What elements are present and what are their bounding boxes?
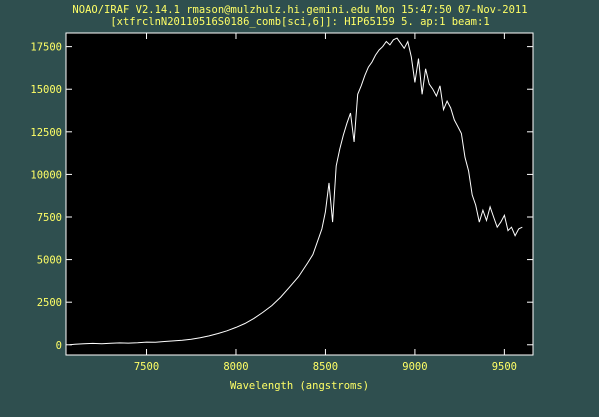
x-axis-label: Wavelength (angstroms) xyxy=(230,380,369,392)
x-axis: 7500 8000 8500 9000 9500 xyxy=(134,33,517,373)
x-tick-label: 9000 xyxy=(402,361,427,373)
y-tick-label: 0 xyxy=(56,340,62,352)
x-tick-label: 8500 xyxy=(313,361,338,373)
y-axis: 0 2500 5000 7500 10000 12500 15000 17500 xyxy=(30,42,533,352)
spectrum-line xyxy=(69,37,523,346)
plot-header-line2: [xtfrclnN20110516S0186_comb[sci,6]]: HIP… xyxy=(110,16,489,28)
y-tick-label: 12500 xyxy=(30,127,62,139)
x-tick-label: 9500 xyxy=(492,361,517,373)
y-tick-label: 7500 xyxy=(37,212,62,224)
y-tick-label: 15000 xyxy=(30,84,62,96)
y-tick-label: 5000 xyxy=(37,255,62,267)
x-tick-label: 7500 xyxy=(134,361,159,373)
y-tick-label: 2500 xyxy=(37,297,62,309)
plot-area xyxy=(65,32,534,356)
y-tick-label: 10000 xyxy=(30,169,62,181)
y-tick-label: 17500 xyxy=(30,42,62,54)
plot-header-line1: NOAO/IRAF V2.14.1 rmason@mulzhulz.hi.gem… xyxy=(72,4,527,16)
x-tick-label: 8000 xyxy=(223,361,248,373)
